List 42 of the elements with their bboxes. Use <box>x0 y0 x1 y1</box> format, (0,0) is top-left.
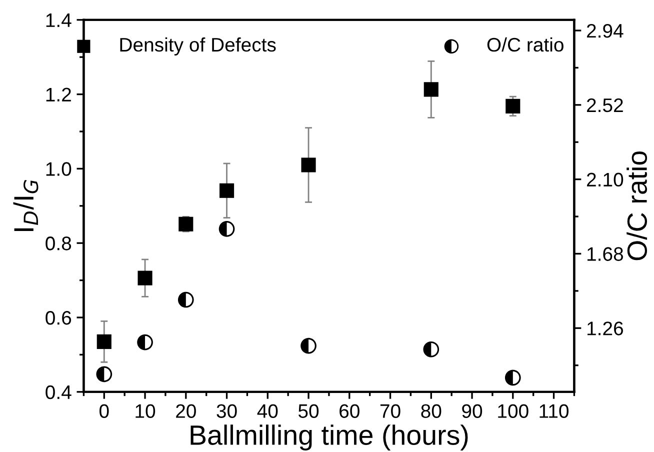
point <box>424 82 438 97</box>
x-tick-label: 0 <box>100 404 109 418</box>
x-tick-label: 100 <box>498 404 528 418</box>
y2-tick-label: 2.52 <box>586 98 623 112</box>
legend-label: Density of Defects <box>120 37 276 56</box>
x-tick-label: 80 <box>421 404 442 418</box>
x-axis-title: Ballmilling time (hours) <box>190 424 468 450</box>
y2-tick-label: 2.94 <box>586 24 624 38</box>
y-tick-label: 0.8 <box>46 236 72 250</box>
y-axis-title: I$_{D}$/I$_{G}$ <box>13 180 38 231</box>
point <box>137 334 153 350</box>
point <box>423 341 440 358</box>
point <box>218 221 235 237</box>
point <box>504 370 521 386</box>
point <box>138 270 152 286</box>
x-tick-label: 30 <box>216 404 237 418</box>
x-tick-label: 20 <box>176 404 196 418</box>
x-tick-label: 60 <box>340 404 360 418</box>
y2-tick-label: 1.26 <box>588 322 624 336</box>
x-tick-label: 10 <box>136 404 156 418</box>
point <box>300 338 316 354</box>
legend-label: O/C ratio <box>487 37 564 52</box>
point <box>301 158 316 172</box>
point <box>178 216 194 232</box>
x-tick-label: 40 <box>257 404 278 418</box>
x-tick-label: 50 <box>298 404 319 418</box>
y-tick-label: 1.0 <box>46 162 72 176</box>
y-tick-label: 0.4 <box>46 385 72 400</box>
point <box>178 292 194 308</box>
point <box>506 98 520 114</box>
point <box>96 366 112 382</box>
x-tick-label: 110 <box>540 404 569 418</box>
y-tick-label: 1.2 <box>46 88 71 102</box>
y-tick-label: 1.4 <box>46 14 72 27</box>
point <box>219 183 234 198</box>
point <box>96 334 112 349</box>
x-tick-label: 70 <box>380 404 400 418</box>
y-tick-label: 0.6 <box>46 310 72 325</box>
x-tick-label: 90 <box>462 404 482 418</box>
y2-tick-label: 2.10 <box>586 172 624 187</box>
y2-axis-title: O/C ratio <box>626 151 648 260</box>
y2-tick-label: 1.68 <box>588 247 624 261</box>
